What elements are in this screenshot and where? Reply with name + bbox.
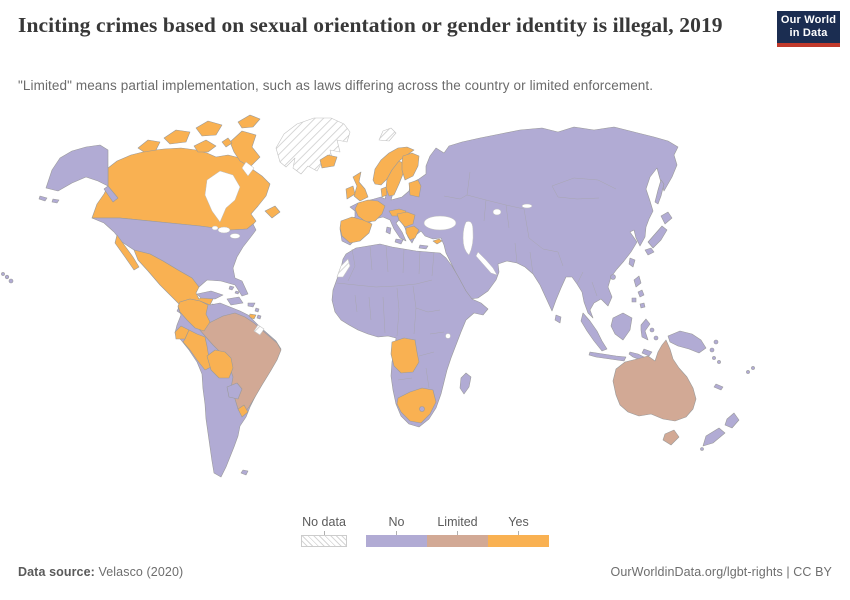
legend-no-data-label: No data <box>302 515 346 529</box>
country-lesotho[interactable] <box>419 406 425 412</box>
owid-logo-line2: in Data <box>789 27 828 39</box>
region-balkans[interactable] <box>396 211 416 228</box>
country-uruguay[interactable] <box>237 404 249 418</box>
country-japan[interactable] <box>644 211 673 256</box>
island-tasmania[interactable] <box>662 429 680 446</box>
country-cyprus[interactable] <box>432 238 443 245</box>
page-subtitle: "Limited" means partial implementation, … <box>18 78 654 93</box>
page-title: Inciting crimes based on sexual orientat… <box>18 13 723 37</box>
data-source: Data source: Velasco (2020) <box>18 565 183 579</box>
country-bolivia[interactable] <box>206 349 234 379</box>
legend-item-swatch <box>366 534 427 547</box>
territory-western-sahara[interactable] <box>336 258 351 278</box>
country-falkland-islands[interactable] <box>240 469 249 476</box>
legend-item-label: No <box>388 515 405 529</box>
country-usa-alaska[interactable] <box>38 144 119 204</box>
owid-logo-redbar <box>777 43 840 47</box>
legend-item-label: Yes <box>508 515 529 529</box>
country-french-guiana[interactable] <box>253 324 265 336</box>
inland-water <box>204 161 533 339</box>
territory-new-caledonia[interactable] <box>713 383 724 391</box>
country-south-africa[interactable] <box>396 387 437 424</box>
country-greece[interactable] <box>405 225 420 241</box>
map-legend: No data No Limited Yes <box>301 516 549 547</box>
country-ireland[interactable] <box>345 185 356 200</box>
island-sakhalin[interactable] <box>654 179 665 205</box>
island-crete[interactable] <box>418 244 429 250</box>
island-new-guinea[interactable] <box>667 330 719 354</box>
island-hainan[interactable] <box>610 274 616 280</box>
data-source-label: Data source: <box>18 565 95 579</box>
country-denmark[interactable] <box>380 186 388 198</box>
legend-no-data[interactable]: No data <box>301 516 347 547</box>
country-france[interactable] <box>354 199 386 223</box>
owid-logo-line1: Our World <box>780 13 837 26</box>
country-finland[interactable] <box>401 152 420 181</box>
legend-item-label: Limited <box>437 515 478 529</box>
territory-svalbard[interactable] <box>378 127 397 142</box>
data-source-value: Velasco (2020) <box>94 565 184 579</box>
country-colombia[interactable] <box>177 298 211 332</box>
country-sweden[interactable] <box>385 160 406 197</box>
country-united-kingdom[interactable] <box>352 171 369 202</box>
legend-item-swatch <box>427 534 488 547</box>
country-spain-portugal[interactable] <box>339 216 373 244</box>
country-mexico[interactable] <box>114 234 214 313</box>
legend-tick <box>518 530 519 535</box>
country-lesser-antilles[interactable] <box>254 307 262 320</box>
country-greenland[interactable] <box>275 117 351 175</box>
island-sardinia[interactable] <box>385 226 392 235</box>
country-iceland[interactable] <box>319 154 338 169</box>
legend-item-yes[interactable]: Yes <box>488 516 549 547</box>
footer: Data source: Velasco (2020) OurWorldinDa… <box>18 565 832 579</box>
country-baltic-states[interactable] <box>408 179 422 198</box>
legend-tick <box>457 530 458 535</box>
legend-no-data-swatch <box>301 534 347 547</box>
country-madagascar[interactable] <box>459 372 472 395</box>
legend-item-no[interactable]: No <box>366 516 427 547</box>
owid-logo[interactable]: Our World in Data <box>777 11 840 47</box>
country-sri-lanka[interactable] <box>554 314 562 324</box>
owid-logo-text: Our World in Data <box>777 11 840 43</box>
country-cuba[interactable] <box>196 290 224 300</box>
country-australia[interactable] <box>612 339 697 422</box>
legend-tick <box>396 530 397 535</box>
country-hispaniola[interactable] <box>226 296 244 306</box>
country-canada-arctic-islands[interactable] <box>137 114 261 168</box>
country-solomon-islands[interactable] <box>712 356 721 364</box>
country-indonesia[interactable] <box>580 312 659 362</box>
country-borders <box>336 171 617 389</box>
country-paraguay[interactable] <box>226 382 243 400</box>
country-fiji[interactable] <box>746 366 755 374</box>
country-bahamas[interactable] <box>228 285 240 295</box>
legend-item-swatch <box>488 534 549 547</box>
legend-item-limited[interactable]: Limited <box>427 516 488 547</box>
country-canada-newfoundland[interactable] <box>264 205 281 219</box>
country-puerto-rico[interactable] <box>247 302 256 308</box>
legend-tick <box>323 530 325 535</box>
footer-link[interactable]: OurWorldinData.org/lgbt-rights | CC BY <box>610 565 832 579</box>
country-usa-hawaii[interactable] <box>1 272 14 284</box>
island-sicily[interactable] <box>394 238 404 245</box>
legend-bar: No Limited Yes <box>366 516 549 547</box>
country-taiwan[interactable] <box>628 257 636 268</box>
country-new-zealand[interactable] <box>700 412 740 451</box>
country-philippines[interactable] <box>631 275 646 309</box>
region-africa[interactable] <box>331 243 489 428</box>
